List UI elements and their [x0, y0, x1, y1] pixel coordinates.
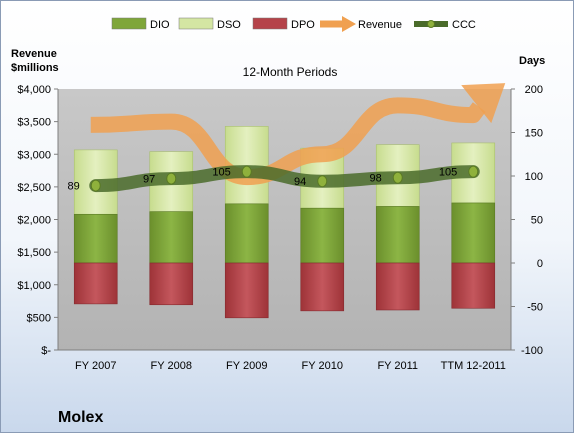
- legend-label-dpo: DPO: [291, 19, 315, 31]
- legend-swatch-dso: [178, 17, 214, 30]
- dpo-bar: [149, 262, 194, 306]
- legend-swatch-ccc-marker: [427, 20, 435, 28]
- dpo-bar: [451, 262, 496, 309]
- y-left-tick-label: $1,500: [17, 247, 51, 259]
- dio-bar: [73, 213, 118, 264]
- x-tick-label: FY 2011: [377, 360, 418, 372]
- dpo-bar: [73, 262, 118, 305]
- y-right-tick-label: 200: [525, 84, 543, 96]
- x-tick-label: FY 2007: [75, 360, 116, 372]
- revenue-line: [90, 97, 486, 186]
- ccc-data-label: 89: [68, 181, 80, 193]
- y-right-tick-label: 100: [525, 171, 543, 183]
- y-left-tick-label: $500: [27, 312, 51, 324]
- ccc-point: [166, 172, 177, 185]
- dio-bar: [300, 207, 345, 264]
- y-right-tick-label: -50: [527, 302, 543, 314]
- y-axis-right-label: Days: [519, 55, 545, 67]
- dio-bar: [451, 202, 496, 264]
- x-tick-label: FY 2008: [151, 360, 192, 372]
- ccc-series: 89 97 105 94 98 105: [68, 165, 480, 193]
- dpo-bar: [375, 262, 420, 311]
- y-left-tick-label: $2,000: [17, 215, 51, 227]
- revenue-series: [90, 83, 506, 186]
- y-axis-left-label: Revenue $millions: [11, 48, 60, 74]
- company-name: Molex: [58, 409, 103, 426]
- dpo-bar: [300, 262, 345, 312]
- y-right-tick-label: -100: [521, 345, 543, 357]
- y-left-tick-label: $2,500: [17, 182, 51, 194]
- y-right-tick-label: 50: [531, 215, 543, 227]
- legend-swatch-dpo: [252, 17, 288, 30]
- ccc-data-label: 98: [370, 173, 382, 185]
- ccc-point: [468, 165, 479, 178]
- legend-swatch-dio: [111, 17, 147, 30]
- legend: DIO DSO DPO Revenue CCC: [111, 16, 476, 32]
- chart-title: 12-Month Periods: [243, 65, 338, 79]
- dpo-bar: [224, 262, 269, 319]
- ccc-point: [392, 171, 403, 184]
- legend-label-dso: DSO: [217, 19, 241, 31]
- revenue-arrowhead: [461, 83, 506, 124]
- ccc-data-label: 105: [439, 167, 457, 179]
- y-axis-left-label-line2: $millions: [11, 62, 59, 74]
- bars: [73, 126, 496, 319]
- y-left-tick-label: $-: [41, 345, 51, 357]
- ccc-point: [241, 165, 252, 178]
- dio-bar: [375, 206, 420, 264]
- y-right-tick-label: 0: [537, 258, 543, 270]
- dio-bar: [224, 203, 269, 264]
- ccc-data-label: 97: [143, 174, 155, 186]
- y-left-tick-label: $1,000: [17, 280, 51, 292]
- x-tick-label: FY 2009: [226, 360, 267, 372]
- y-left-tick-label: $4,000: [17, 84, 51, 96]
- y-right-tick-label: 150: [525, 128, 543, 140]
- legend-swatch-revenue-arrowhead: [342, 16, 356, 32]
- legend-label-dio: DIO: [150, 19, 170, 31]
- dio-bar: [149, 211, 194, 264]
- ccc-data-label: 94: [294, 176, 306, 188]
- y-left-tick-label: $3,000: [17, 149, 51, 161]
- x-tick-label: TTM 12-2011: [441, 360, 506, 372]
- ccc-line: [89, 165, 480, 193]
- ccc-point: [90, 179, 101, 192]
- ccc-data-label: 105: [212, 167, 230, 179]
- x-tick-label: FY 2010: [302, 360, 343, 372]
- ccc-point: [317, 175, 328, 188]
- legend-label-ccc: CCC: [452, 19, 476, 31]
- y-axis-left-label-line1: Revenue: [11, 48, 57, 60]
- legend-label-revenue: Revenue: [358, 19, 402, 31]
- axes: $- $500 $1,000 $1,500 $2,000 $2,500 $3,000 $3,5…: [17, 84, 543, 372]
- y-left-tick-label: $3,500: [17, 117, 51, 129]
- plot-area: [58, 89, 511, 350]
